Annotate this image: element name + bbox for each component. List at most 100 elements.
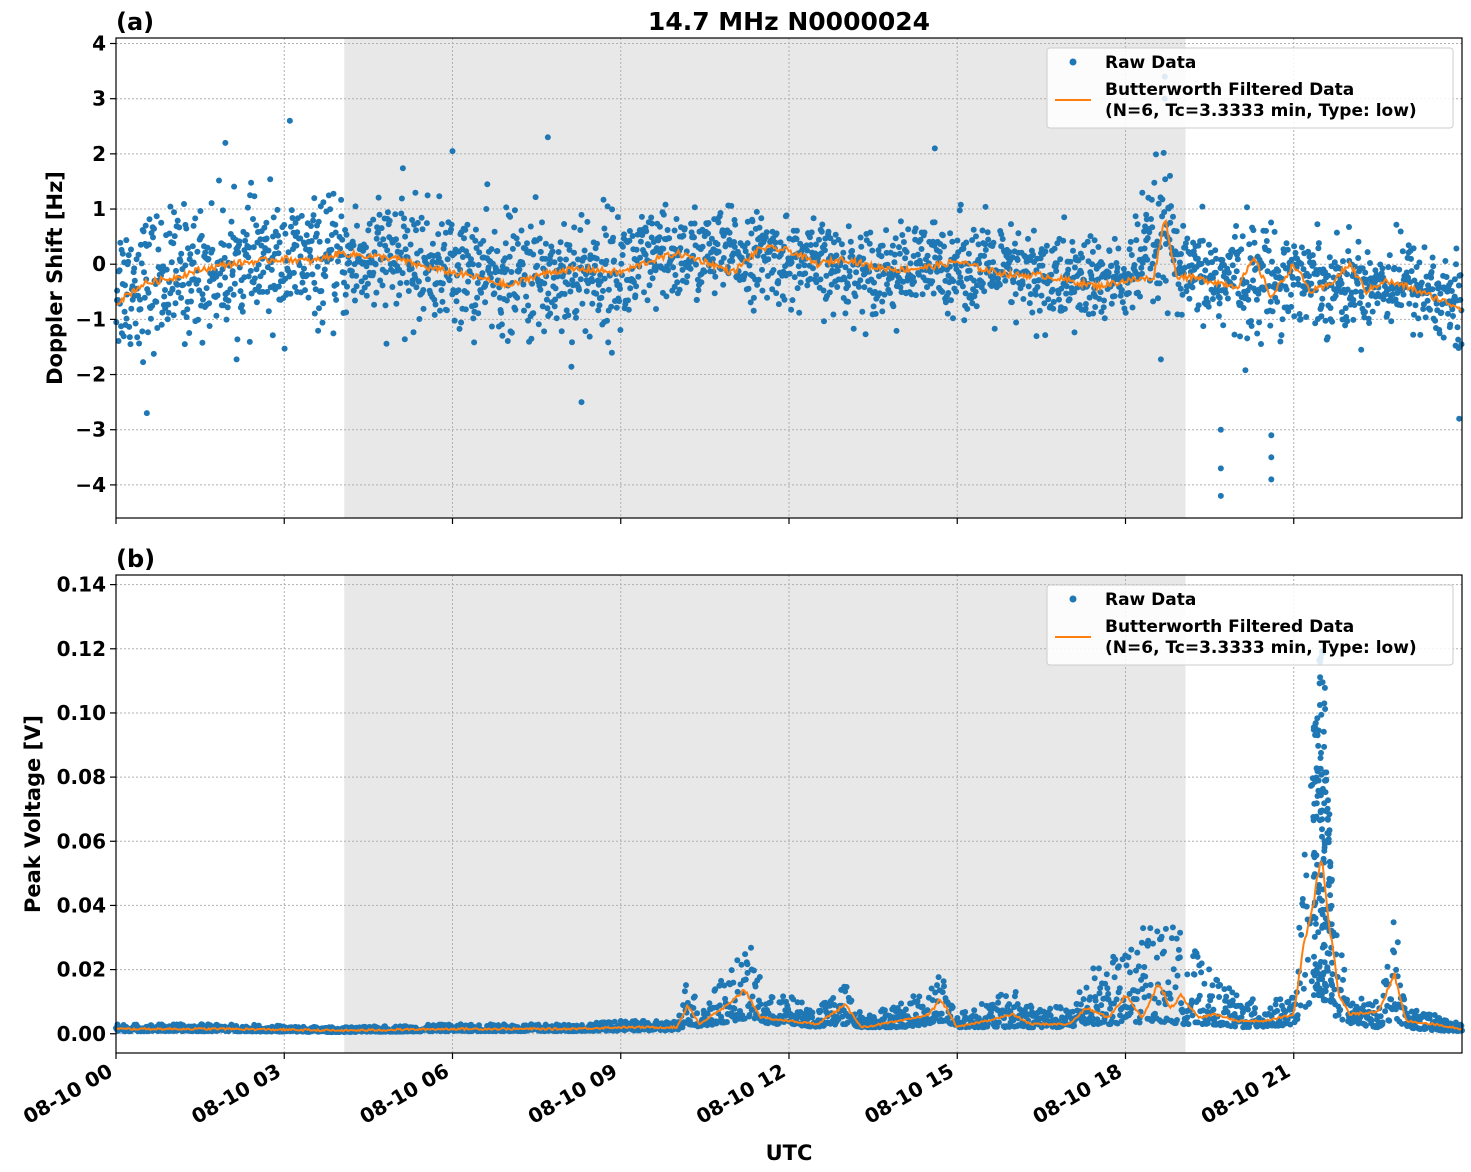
raw-data-point <box>1405 242 1412 249</box>
raw-data-point <box>263 219 270 226</box>
raw-data-point <box>220 241 227 248</box>
raw-data-point <box>1413 264 1420 270</box>
raw-data-point <box>541 280 548 287</box>
raw-data-point <box>379 282 386 289</box>
raw-data-point <box>247 267 254 274</box>
raw-data-point <box>1411 277 1418 284</box>
raw-data-point <box>953 288 960 295</box>
raw-data-point <box>346 259 353 266</box>
raw-data-point <box>219 266 226 273</box>
raw-data-point <box>604 317 610 324</box>
raw-data-point <box>583 288 590 295</box>
raw-data-point <box>1342 305 1349 312</box>
raw-data-point <box>750 307 757 314</box>
raw-data-point <box>1324 334 1331 341</box>
raw-data-point <box>135 251 142 258</box>
raw-data-point <box>281 345 288 352</box>
raw-data-point <box>982 203 989 210</box>
raw-data-point <box>1312 732 1319 738</box>
raw-data-point <box>170 240 177 247</box>
raw-data-point <box>1008 221 1014 228</box>
raw-data-point <box>1042 248 1049 255</box>
raw-data-point <box>641 289 647 296</box>
raw-data-point <box>551 259 558 266</box>
raw-data-point <box>723 1019 730 1025</box>
chart-title: 14.7 MHz N0000024 <box>648 7 930 36</box>
raw-data-point <box>380 236 387 243</box>
raw-data-point <box>1341 966 1348 973</box>
raw-data-point <box>876 290 883 297</box>
raw-data-point <box>752 983 759 990</box>
raw-data-point <box>683 279 690 286</box>
raw-data-point <box>1345 248 1352 255</box>
raw-data-point <box>891 251 898 258</box>
raw-data-point <box>441 241 448 248</box>
raw-data-point <box>969 237 976 244</box>
raw-data-point <box>949 238 956 245</box>
raw-data-point <box>1111 974 1118 981</box>
raw-data-point <box>132 320 139 327</box>
raw-data-point <box>1372 998 1379 1005</box>
raw-data-point <box>705 230 711 237</box>
raw-data-point <box>1310 261 1317 268</box>
raw-data-point <box>756 224 763 231</box>
raw-data-point <box>140 228 147 235</box>
raw-data-point <box>1146 229 1153 236</box>
raw-data-point <box>597 272 604 278</box>
raw-data-point <box>982 246 989 253</box>
raw-data-point <box>1056 296 1062 303</box>
raw-data-point <box>726 229 733 236</box>
raw-data-point <box>1076 302 1083 309</box>
raw-data-point <box>672 272 679 278</box>
raw-data-point <box>194 248 201 255</box>
raw-data-point <box>316 305 322 312</box>
raw-data-point <box>180 281 187 288</box>
raw-data-point <box>881 291 888 298</box>
raw-data-point <box>1020 296 1027 302</box>
raw-data-point <box>660 211 667 218</box>
raw-data-point <box>521 307 527 314</box>
raw-data-point <box>653 306 659 312</box>
raw-data-point <box>1318 302 1325 309</box>
raw-data-point <box>371 301 378 308</box>
raw-data-point <box>947 230 954 237</box>
raw-data-point <box>167 203 174 210</box>
raw-data-point <box>185 245 191 252</box>
raw-data-point <box>915 271 922 278</box>
raw-data-point <box>1182 244 1189 251</box>
raw-data-point <box>717 210 724 216</box>
raw-data-point <box>601 225 608 232</box>
raw-data-point <box>1082 305 1089 312</box>
raw-data-point <box>816 236 822 243</box>
raw-data-point <box>1027 291 1034 298</box>
raw-data-point <box>153 213 160 220</box>
raw-data-point <box>147 315 154 322</box>
raw-data-point <box>614 214 621 221</box>
raw-data-point <box>973 303 980 310</box>
raw-data-point <box>341 269 348 276</box>
y-tick-label: −3 <box>75 418 106 442</box>
raw-data-point <box>463 289 470 296</box>
raw-data-point <box>1060 237 1067 244</box>
raw-data-point <box>817 1007 824 1014</box>
raw-data-point <box>1247 255 1254 262</box>
raw-data-point <box>663 293 670 300</box>
raw-data-point <box>1329 997 1336 1004</box>
raw-data-point <box>1303 872 1310 879</box>
raw-data-point <box>681 988 688 995</box>
raw-data-point <box>217 270 224 277</box>
raw-data-point <box>465 278 472 285</box>
raw-data-point <box>822 235 829 242</box>
panel-b-grid <box>116 575 1462 1053</box>
raw-data-point <box>959 283 966 290</box>
raw-data-point <box>1161 948 1167 955</box>
raw-data-point <box>305 294 312 301</box>
raw-data-point <box>158 321 165 328</box>
raw-data-point <box>948 297 954 304</box>
raw-data-point <box>248 179 255 186</box>
raw-data-point <box>322 273 329 280</box>
raw-data-point <box>512 306 519 313</box>
raw-data-point <box>127 341 134 348</box>
raw-data-point <box>684 273 691 280</box>
raw-data-point <box>1101 1016 1108 1023</box>
